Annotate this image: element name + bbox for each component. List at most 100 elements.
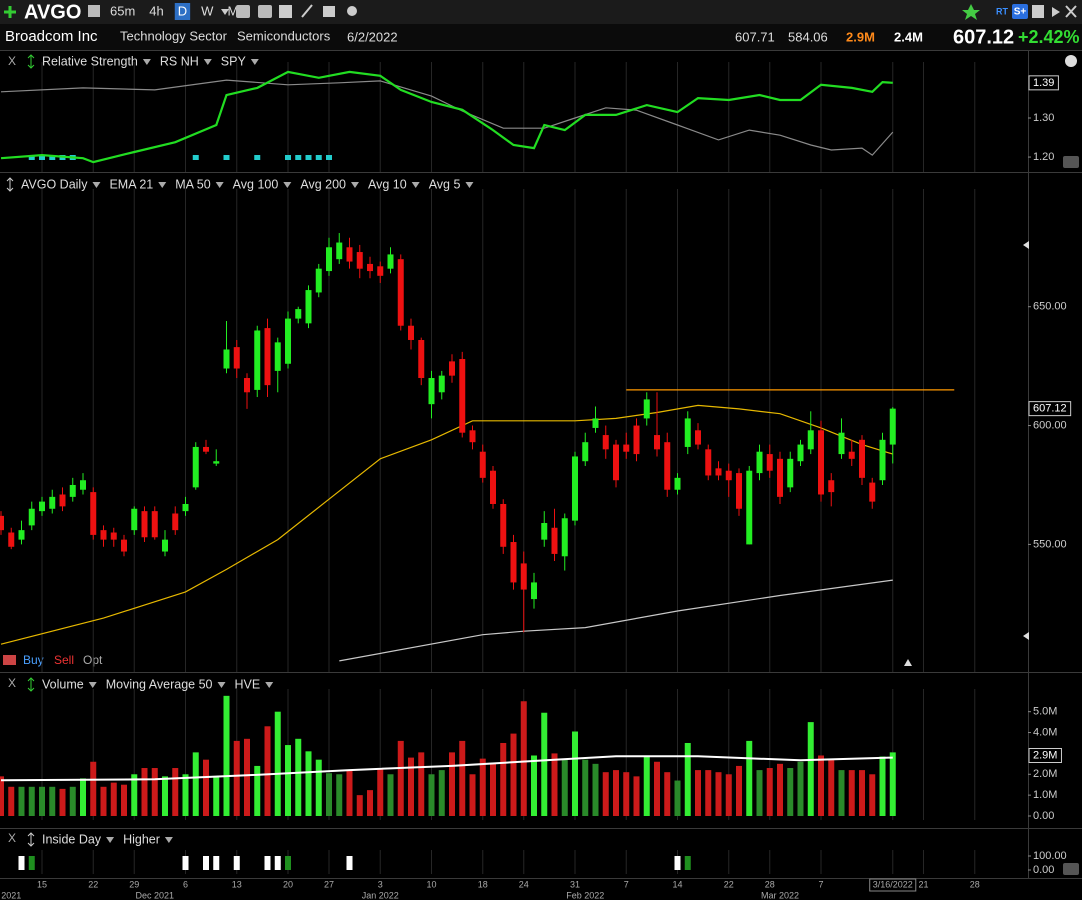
volume-bar xyxy=(223,695,230,816)
move-icon[interactable] xyxy=(6,177,14,192)
buy-button[interactable]: Buy xyxy=(23,653,44,667)
add-icon[interactable] xyxy=(4,6,16,18)
legend-entry[interactable]: Higher xyxy=(123,832,160,846)
close-panel[interactable]: X xyxy=(8,54,16,68)
interval-button[interactable]: 4h xyxy=(149,3,163,18)
candle-body xyxy=(264,328,271,386)
move-icon[interactable] xyxy=(27,54,35,69)
close-panel[interactable]: X xyxy=(8,676,16,690)
scroll-button[interactable] xyxy=(1063,863,1079,875)
legend-entry[interactable]: EMA 21 xyxy=(109,177,153,191)
sell-button[interactable]: Sell xyxy=(54,653,74,667)
line-series xyxy=(0,404,893,645)
legend-entry[interactable]: SPY xyxy=(221,54,247,68)
candle-body xyxy=(285,318,291,364)
volume-bar xyxy=(295,738,302,816)
icon[interactable] xyxy=(301,4,313,18)
legend-entry[interactable]: MA 50 xyxy=(175,177,210,191)
legend-entry[interactable]: Volume xyxy=(42,677,84,691)
legend-entry[interactable]: RS NH xyxy=(160,54,199,68)
month-label: Jan 2022 xyxy=(362,890,399,900)
star-icon[interactable] xyxy=(962,4,980,20)
close-icon[interactable] xyxy=(1065,5,1077,18)
volume-bar xyxy=(449,752,455,816)
industry[interactable]: Semiconductors xyxy=(237,28,331,43)
dropdown[interactable] xyxy=(215,182,224,188)
dropdown[interactable] xyxy=(158,182,167,188)
rs-new-high xyxy=(285,155,291,160)
dropdown[interactable] xyxy=(106,837,115,843)
candle-body xyxy=(182,503,189,512)
settings-icon[interactable] xyxy=(1065,55,1077,67)
interval-button[interactable]: D xyxy=(178,3,187,18)
icon[interactable] xyxy=(258,5,272,18)
volume-bar xyxy=(746,740,753,816)
dropdown[interactable] xyxy=(465,182,474,188)
legend-entry[interactable]: Avg 200 xyxy=(300,177,346,191)
icon[interactable] xyxy=(88,5,100,17)
volume-bar xyxy=(131,774,138,816)
rs-new-high xyxy=(39,155,45,160)
legend-entry[interactable]: HVE xyxy=(235,677,261,691)
volume-bar xyxy=(0,776,4,816)
dropdown[interactable] xyxy=(92,182,101,188)
scroll-button[interactable] xyxy=(1063,156,1079,168)
candle-body xyxy=(0,515,4,531)
marker xyxy=(904,659,912,666)
rs-new-high xyxy=(49,155,56,160)
volume-bar xyxy=(766,768,773,816)
volume-bar xyxy=(203,759,209,816)
sector[interactable]: Technology Sector xyxy=(120,28,228,43)
volume-bar xyxy=(797,761,804,816)
icon[interactable] xyxy=(1052,7,1060,17)
icon[interactable] xyxy=(236,5,250,18)
dropdown[interactable] xyxy=(265,682,274,688)
trade-icon[interactable] xyxy=(3,655,16,665)
close-panel[interactable]: X xyxy=(8,831,16,845)
x-tick-label: 7 xyxy=(624,879,629,889)
x-tick-label: 22 xyxy=(724,879,734,889)
candle-body xyxy=(787,458,794,488)
icon[interactable] xyxy=(347,6,357,16)
badge[interactable]: S+ xyxy=(1014,7,1027,18)
icon[interactable] xyxy=(323,6,335,17)
x-tick-label: 29 xyxy=(129,879,139,889)
legend-entry[interactable]: Avg 100 xyxy=(233,177,279,191)
legend-entry[interactable]: Avg 5 xyxy=(429,177,461,191)
dropdown[interactable] xyxy=(350,182,359,188)
legend-entry[interactable]: Moving Average 50 xyxy=(106,677,213,691)
dropdown[interactable] xyxy=(283,182,292,188)
interval-button[interactable]: 65m xyxy=(110,3,135,18)
dropdown[interactable] xyxy=(164,837,173,843)
badge[interactable]: RT xyxy=(996,6,1008,16)
dropdown[interactable] xyxy=(411,182,420,188)
interval-button[interactable]: W xyxy=(201,3,214,18)
x-tick-label: 20 xyxy=(283,879,293,889)
y-tick-label: 1.0M xyxy=(1033,789,1057,801)
move-icon[interactable] xyxy=(27,832,35,847)
dropdown[interactable] xyxy=(88,682,97,688)
legend-entry[interactable]: Avg 10 xyxy=(368,177,407,191)
dropdown[interactable] xyxy=(250,59,259,65)
dropdown[interactable] xyxy=(221,9,229,15)
icon[interactable] xyxy=(279,5,292,18)
move-icon[interactable] xyxy=(27,677,35,692)
symbol[interactable]: AVGO xyxy=(24,1,81,23)
candle-body xyxy=(367,263,373,272)
volume-bar xyxy=(787,768,794,816)
icon[interactable] xyxy=(1032,5,1044,18)
x-tick-label: 28 xyxy=(970,879,980,889)
legend-entry[interactable]: AVGO Daily xyxy=(21,177,88,191)
y-tick-label: 2.0M xyxy=(1033,768,1057,780)
volume-bar xyxy=(254,765,261,816)
dropdown[interactable] xyxy=(142,59,151,65)
legend-entry[interactable]: Relative Strength xyxy=(42,54,138,68)
legend-entry[interactable]: Inside Day xyxy=(42,832,102,846)
dropdown[interactable] xyxy=(217,682,226,688)
line-series xyxy=(0,79,894,156)
dropdown[interactable] xyxy=(203,59,212,65)
interval-button[interactable]: M xyxy=(227,3,238,18)
candle-body xyxy=(28,508,35,526)
candle-body xyxy=(674,477,681,490)
rs-new-high xyxy=(223,155,230,160)
